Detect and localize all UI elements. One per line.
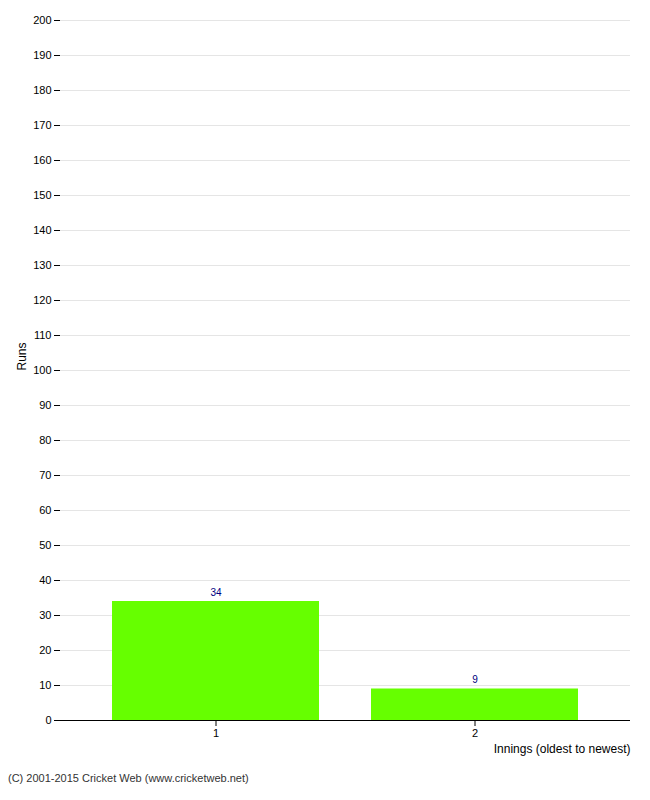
svg-text:60: 60 (39, 504, 51, 516)
svg-text:70: 70 (39, 469, 51, 481)
svg-text:180: 180 (33, 84, 51, 96)
svg-text:200: 200 (33, 14, 51, 26)
svg-text:10: 10 (39, 679, 51, 691)
svg-text:110: 110 (34, 329, 52, 341)
svg-text:160: 160 (33, 154, 51, 166)
svg-text:Innings (oldest to newest): Innings (oldest to newest) (494, 742, 631, 756)
svg-text:190: 190 (33, 49, 51, 61)
svg-text:150: 150 (33, 189, 51, 201)
svg-text:40: 40 (39, 574, 51, 586)
html-text:(C) 2001-2015 Cricket Web (www: (C) 2001-2015 Cricket Web (www.cricketwe… (8, 772, 249, 784)
svg-text:34: 34 (210, 587, 222, 598)
svg-text:130: 130 (33, 259, 51, 271)
svg-text:20: 20 (39, 644, 51, 656)
svg-text:170: 170 (33, 119, 51, 131)
svg-text:2: 2 (472, 727, 478, 739)
svg-text:9: 9 (472, 674, 478, 685)
svg-text:90: 90 (39, 399, 51, 411)
svg-text:120: 120 (33, 294, 51, 306)
svg-text:80: 80 (39, 434, 51, 446)
svg-text:50: 50 (39, 539, 51, 551)
svg-text:Runs: Runs (15, 342, 29, 370)
svg-text:0: 0 (45, 714, 51, 726)
svg-text:30: 30 (39, 609, 51, 621)
svg-text:100: 100 (33, 364, 51, 376)
svg-text:140: 140 (33, 224, 51, 236)
svg-text:1: 1 (213, 727, 219, 739)
